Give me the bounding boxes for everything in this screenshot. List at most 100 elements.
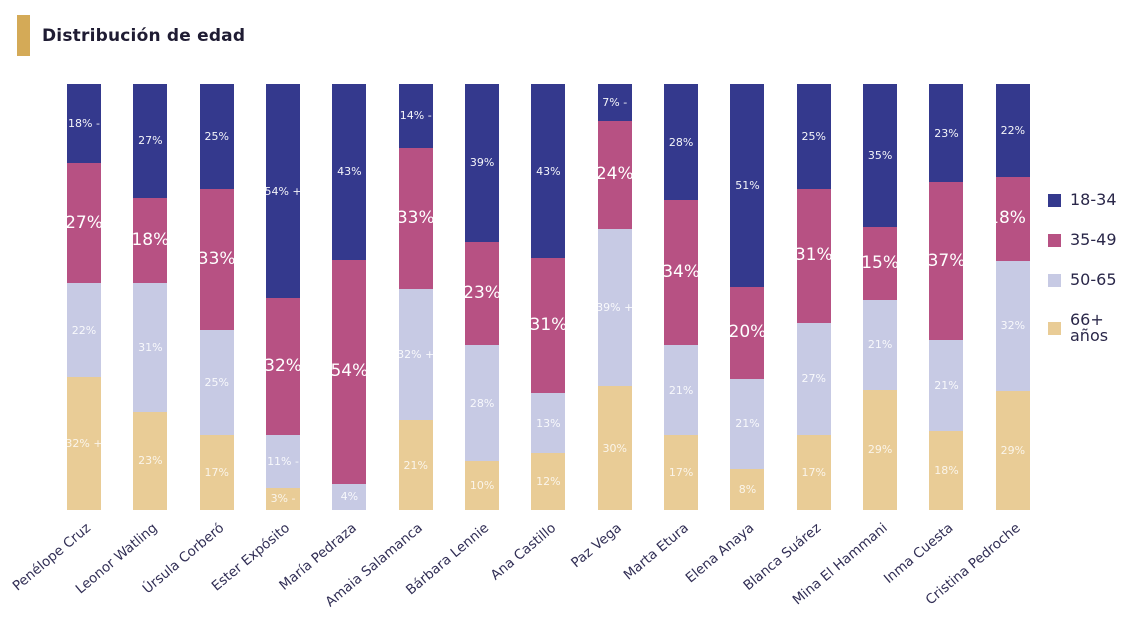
bar-segment: 32% (264, 298, 302, 436)
x-axis-labels: Penélope Cruz Leonor Watling Úrsula Corber… (10, 510, 1030, 636)
legend-item-50-65[interactable]: 50-65 (1048, 272, 1139, 288)
bar-segment: 7% - (597, 84, 632, 122)
bar-blanca-suarez: 25% 31% 27% 17% (794, 84, 833, 510)
segment-value-label: 32% (264, 356, 302, 377)
bar-segment: 31% (530, 258, 567, 394)
bar-segment: 32% (995, 260, 1030, 392)
bar-segment: 23% (133, 411, 168, 510)
bar-segment: 28% (664, 84, 699, 201)
legend-swatch-icon (1048, 321, 1061, 335)
bar-segment: 54% + (264, 84, 302, 299)
plot-area: 18% - 27% 22% 32% + 27% 18% 31% 23% 25% 33% 25% 17%… (65, 84, 1037, 510)
segment-value-label: 14% - (399, 109, 432, 123)
segment-value-label: 30% (602, 441, 627, 455)
legend-label: 66+ años (1070, 310, 1109, 345)
bar-mina-el-hammani: 35% 15% 21% 29% (861, 84, 900, 510)
bar-segment: 21% (730, 378, 765, 469)
segment-value-label: 27% (801, 372, 826, 386)
bar-segment: 28% (465, 345, 500, 462)
segment-value-label: 43% (536, 164, 561, 178)
segment-value-label: 29% (1000, 444, 1026, 458)
bar-cristina-pedroche: 22% 18% - 32% 29% (988, 84, 1037, 510)
legend-label: 18-34 (1070, 190, 1117, 209)
legend-item-66-anos[interactable]: 66+ años (1048, 312, 1139, 344)
segment-value-label: 10% (469, 479, 495, 493)
segment-value-label: 39% + (596, 300, 634, 314)
title-accent-bar (17, 15, 30, 56)
bar-segment: 31% (133, 282, 168, 412)
bar-segment: 25% (199, 84, 234, 189)
bar-segment: 25% (199, 330, 234, 436)
bar-segment: 17% (199, 435, 234, 510)
legend-item-35-49[interactable]: 35-49 (1048, 232, 1139, 248)
bar-elena-anaya: 51% 20% 21% 8% (729, 84, 766, 510)
bar-paz-vega: 7% - 24% 39% + 30% (595, 84, 634, 510)
segment-value-label: 18% (934, 463, 959, 477)
bar-ursula-corbero: 25% 33% 25% 17% (198, 84, 236, 510)
bar-inma-cuesta: 23% 37% 21% 18% (928, 84, 965, 510)
segment-value-label: 15% (861, 252, 900, 273)
segment-value-label: 54% + (264, 184, 302, 198)
bar-ester-exposito: 54% + 32% 11% - 3% - (264, 84, 302, 510)
segment-value-label: 21% (867, 338, 893, 352)
bar-segment: 10% (465, 461, 500, 510)
segment-value-label: 28% (469, 396, 495, 410)
legend-swatch-icon (1048, 233, 1061, 247)
segment-value-label: 23% (138, 454, 163, 468)
segment-value-label: 33% (396, 207, 435, 228)
bar-segment: 29% (863, 389, 898, 510)
bar-segment: 54% (330, 259, 369, 484)
bar-segment: 37% (928, 182, 965, 340)
bar-segment: 11% - (266, 435, 301, 488)
bar-segment: 35% (863, 84, 898, 227)
legend: 18-34 35-49 50-65 66+ años (1048, 192, 1139, 344)
legend-swatch-icon (1048, 273, 1061, 287)
segment-value-label: 35% (867, 148, 893, 162)
segment-value-label: 43% (337, 165, 362, 179)
bar-segment: 32% + (397, 288, 435, 421)
bar-segment: 21% (929, 339, 964, 431)
x-tick-cristina-pedroche: Cristina Pedroche (922, 510, 1030, 636)
bar-segment: 39% (465, 84, 500, 242)
bar-leonor-watling: 27% 18% 31% 23% (131, 84, 170, 510)
bar-segment: 22% (995, 84, 1030, 177)
legend-item-18-34[interactable]: 18-34 (1048, 192, 1139, 208)
bar-segment: 34% (662, 200, 700, 346)
segment-value-label: 54% (330, 361, 369, 382)
legend-label: 50-65 (1070, 270, 1117, 289)
bar-segment: 43% (332, 84, 367, 260)
bar-segment: 27% (133, 84, 168, 198)
segment-value-label: 3% - (270, 492, 296, 506)
segment-value-label: 18% (131, 229, 170, 250)
segment-value-label: 51% (735, 178, 760, 192)
bar-segment: 21% (664, 345, 699, 436)
segment-value-label: 32% + (397, 347, 435, 361)
bar-segment: 24% (595, 121, 634, 229)
legend-swatch-icon (1048, 193, 1061, 207)
bar-segment: 23% (929, 84, 964, 183)
segment-value-label: 21% (403, 458, 428, 472)
segment-value-label: 21% (934, 378, 959, 392)
segment-value-label: 24% (595, 164, 634, 185)
segment-value-label: 11% - (267, 455, 299, 469)
bar-penelope-cruz: 18% - 27% 22% 32% + (65, 84, 103, 510)
segment-value-label: 25% (204, 376, 229, 390)
bar-segment: 27% (65, 163, 103, 283)
bar-segment: 32% + (65, 377, 103, 510)
bar-segment: 29% (995, 391, 1030, 510)
bar-segment: 30% (597, 386, 632, 510)
segment-value-label: 31% (794, 245, 833, 266)
bar-amaia-salamanca: 14% - 33% 32% + 21% (396, 84, 435, 510)
legend-label: 35-49 (1070, 230, 1117, 249)
bar-maria-pedraza: 43% 54% 4% (330, 84, 369, 510)
segment-value-label: 21% (668, 383, 694, 397)
segment-value-label: 17% (801, 466, 826, 480)
segment-value-label: 25% (801, 130, 826, 143)
segment-value-label: 27% (65, 212, 103, 233)
bar-segment: 43% (531, 84, 566, 259)
bar-segment: 21% (398, 420, 433, 510)
bar-segment: 23% (463, 241, 501, 346)
chart-title: Distribución de edad (42, 25, 246, 46)
segment-value-label: 21% (735, 417, 760, 431)
